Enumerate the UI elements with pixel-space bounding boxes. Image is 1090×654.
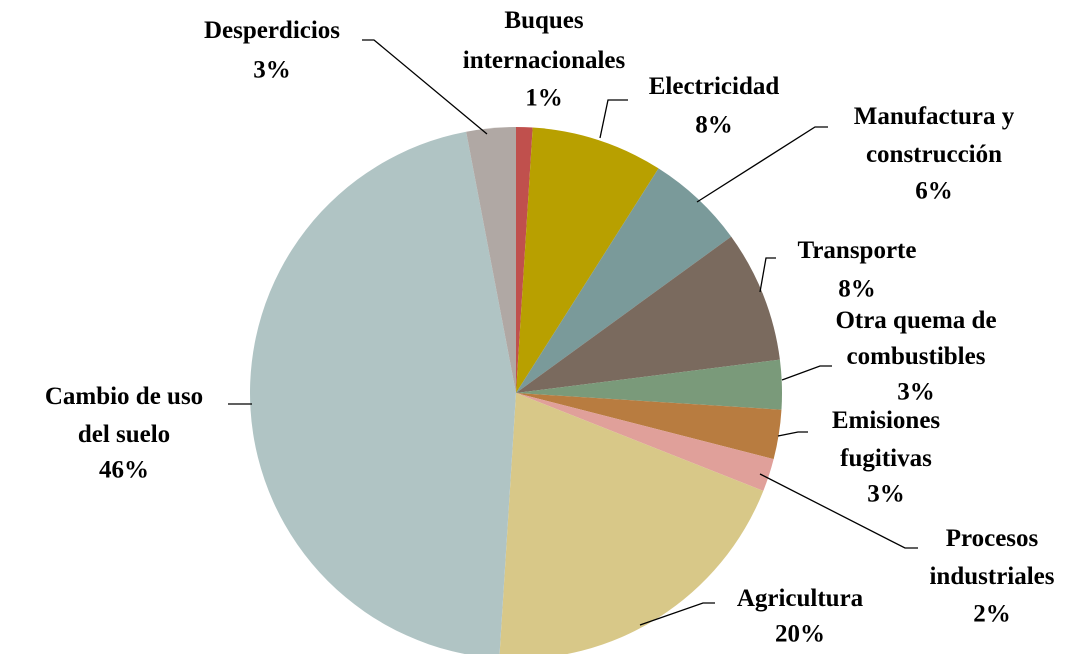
label-line: Emisiones — [832, 407, 941, 434]
value-label: 8% — [695, 112, 733, 139]
label-line: Transporte — [798, 237, 917, 264]
slice-label: Procesos industriales — [929, 525, 1054, 590]
label-line: Buques — [504, 7, 583, 34]
pie-slice — [250, 131, 516, 654]
value-label: 2% — [973, 601, 1011, 628]
leader-line — [777, 431, 808, 437]
slice-label: Transporte — [798, 237, 917, 264]
value-label: 46% — [99, 457, 149, 484]
label-line: Manufactura y — [854, 103, 1015, 130]
pie-slice — [516, 393, 774, 491]
value-label: 20% — [775, 621, 825, 648]
slice-label: Manufactura y construcción — [854, 103, 1015, 168]
leader-line — [599, 99, 628, 139]
label-line: Otra quema de — [835, 307, 996, 334]
pie-slice — [499, 393, 764, 654]
slice-label: Cambio de uso del suelo — [45, 383, 203, 448]
label-line: Electricidad — [649, 73, 780, 100]
leader-line — [639, 602, 715, 626]
label-line: fugitivas — [840, 445, 932, 472]
label-line: Cambio de uso — [45, 383, 203, 410]
pie-slice — [516, 168, 732, 393]
label-line: del suelo — [78, 421, 170, 448]
label-line: combustibles — [847, 343, 986, 370]
value-label: 1% — [525, 85, 563, 112]
leader-line — [759, 473, 918, 549]
value-label: 3% — [867, 481, 905, 508]
label-line: Procesos — [946, 525, 1039, 552]
leader-line — [759, 257, 776, 293]
slice-label: Desperdicios — [204, 17, 340, 44]
pie-slice — [516, 127, 659, 393]
label-line: Desperdicios — [204, 17, 340, 44]
label-line: Agricultura — [737, 585, 864, 612]
pie-slice — [466, 127, 516, 393]
slice-label: Agricultura — [737, 585, 864, 612]
leader-line — [781, 365, 832, 381]
value-label: 8% — [838, 276, 876, 303]
label-line: industriales — [929, 563, 1054, 590]
slice-label: Buques internacionales — [463, 7, 626, 74]
leader-line — [696, 126, 828, 203]
leader-line — [362, 39, 488, 135]
value-label: 3% — [253, 57, 291, 84]
label-line: construcción — [866, 141, 1002, 168]
value-label: 6% — [915, 178, 953, 205]
slice-label: Otra quema de combustibles — [835, 307, 996, 370]
slice-label: Emisiones fugitivas — [832, 407, 941, 472]
slice-label: Electricidad — [649, 73, 780, 100]
pie-slice — [516, 359, 782, 410]
label-line: internacionales — [463, 47, 626, 74]
pie-slice — [516, 236, 780, 393]
value-label: 3% — [897, 379, 935, 406]
pie-slice — [516, 393, 782, 460]
pie-slice — [516, 127, 533, 393]
